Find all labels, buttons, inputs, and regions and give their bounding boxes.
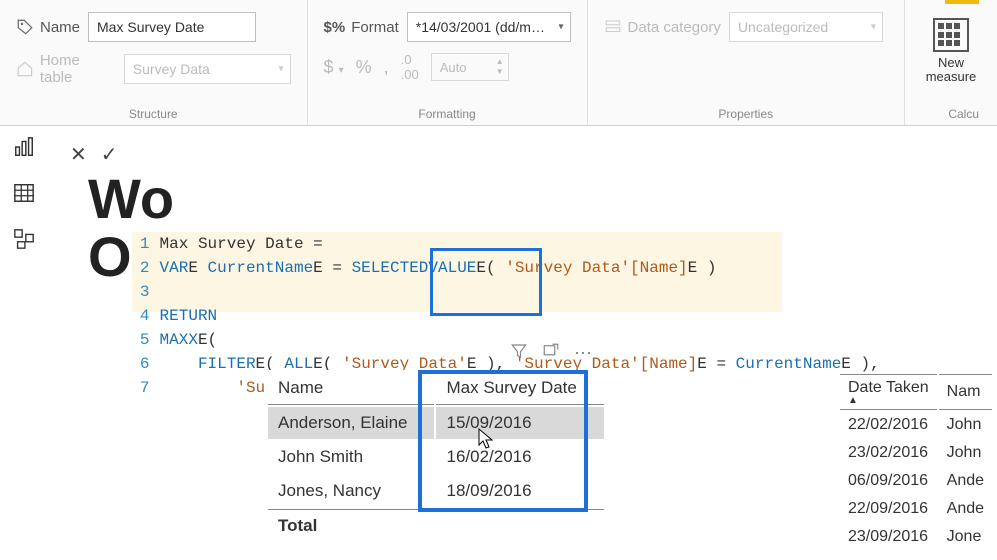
- decimal-button[interactable]: .0.00: [401, 52, 419, 82]
- home-table-label: Home table: [16, 52, 116, 86]
- table-row[interactable]: 23/09/2016Jone: [840, 524, 992, 550]
- home-table-label-text: Home table: [40, 52, 116, 86]
- ribbon-group-structure: Name Home table Survey Data ▾ Structure: [0, 0, 308, 125]
- more-options-icon[interactable]: ···: [574, 342, 592, 365]
- table-row[interactable]: 23/02/2016John: [840, 440, 992, 466]
- spinner-up-icon[interactable]: ▲: [496, 58, 504, 66]
- data-view-icon[interactable]: [13, 182, 35, 204]
- name-field-label: Name: [16, 18, 80, 36]
- table-cell: 22/02/2016: [840, 412, 937, 438]
- chevron-down-icon: ▾: [279, 64, 284, 75]
- group-title-formatting: Formatting: [324, 101, 571, 121]
- table-row[interactable]: 22/09/2016Ande: [840, 496, 992, 522]
- table-cell: Jone: [939, 524, 992, 550]
- table-cell: Ande: [939, 496, 992, 522]
- filter-icon[interactable]: [510, 342, 528, 365]
- group-title-calc: Calcu: [921, 101, 981, 121]
- cancel-formula-button[interactable]: ✕: [70, 142, 87, 167]
- format-label-text: Format: [351, 19, 399, 36]
- secondary-table[interactable]: Date Taken ▲ Nam 22/02/2016John23/02/201…: [838, 372, 994, 552]
- format-value: *14/03/2001 (dd/m…: [416, 19, 545, 35]
- model-view-icon[interactable]: [13, 228, 35, 250]
- table-row[interactable]: 22/02/2016John: [840, 412, 992, 438]
- ribbon: Name Home table Survey Data ▾ Structure: [0, 0, 997, 126]
- ribbon-group-properties: Data category Uncategorized ▾ Properties: [588, 0, 905, 125]
- new-measure-button[interactable]: New measure: [921, 12, 981, 84]
- auto-label: Auto: [440, 60, 467, 75]
- format-select[interactable]: *14/03/2001 (dd/m… ▾: [407, 12, 571, 42]
- group-title-structure: Structure: [16, 101, 291, 121]
- data-category-select: Uncategorized ▾: [729, 12, 883, 42]
- group-title-properties: Properties: [604, 101, 888, 121]
- data-category-label: Data category: [604, 18, 721, 36]
- category-icon: [604, 18, 622, 36]
- formula-line: 5MAXXE(: [132, 328, 880, 352]
- table-cell: John: [939, 440, 992, 466]
- col-header-name[interactable]: Name: [268, 372, 434, 405]
- table-cell: 23/02/2016: [840, 440, 937, 466]
- formula-line: 3: [132, 280, 880, 304]
- ribbon-active-indicator: [945, 0, 979, 4]
- ribbon-group-formatting: $% Format *14/03/2001 (dd/m… ▾ $ ▾ % , .…: [308, 0, 588, 125]
- table-cell: John Smith: [268, 441, 434, 473]
- visual-header-toolbar: ···: [510, 342, 592, 365]
- new-measure-text-2: measure: [926, 69, 977, 84]
- table-row[interactable]: John Smith16/02/2016: [268, 441, 604, 473]
- chevron-down-icon: ▾: [559, 22, 564, 33]
- table-cell: John: [939, 412, 992, 438]
- col-header-max-survey-date[interactable]: Max Survey Date: [436, 372, 604, 405]
- home-table-value: Survey Data: [133, 61, 210, 77]
- focus-mode-icon[interactable]: [542, 342, 560, 365]
- report-view-icon[interactable]: [13, 136, 35, 158]
- table-cell: Jones, Nancy: [268, 475, 434, 507]
- name-input[interactable]: [88, 12, 256, 42]
- table-row[interactable]: 06/09/2016Ande: [840, 468, 992, 494]
- decimal-places-spinner: Auto ▲ ▼: [431, 53, 509, 81]
- name-label-text: Name: [40, 19, 80, 36]
- format-field-label: $% Format: [324, 19, 399, 36]
- comma-button[interactable]: ,: [384, 57, 389, 78]
- data-category-label-text: Data category: [628, 19, 721, 36]
- new-measure-text-1: New: [938, 55, 964, 70]
- formula-line: 2VARE CurrentNameE = SELECTEDVALUEE( 'Su…: [132, 256, 880, 280]
- table-row[interactable]: Jones, Nancy18/09/2016: [268, 475, 604, 507]
- table-cell: 16/02/2016: [436, 441, 604, 473]
- data-category-value: Uncategorized: [738, 19, 828, 35]
- home-table-select: Survey Data ▾: [124, 54, 291, 84]
- ribbon-group-calculations: New measure Calcu: [905, 0, 997, 125]
- table-cell: 18/09/2016: [436, 475, 604, 507]
- table-cell: 22/09/2016: [840, 496, 937, 522]
- table-row[interactable]: Anderson, Elaine15/09/2016: [268, 407, 604, 439]
- table-cell: 23/09/2016: [840, 524, 937, 550]
- table-cell: 15/09/2016: [436, 407, 604, 439]
- table-cell: 06/09/2016: [840, 468, 937, 494]
- tag-icon: [16, 18, 34, 36]
- total-row-label: Total: [268, 509, 604, 542]
- home-icon: [16, 60, 34, 78]
- formula-editor[interactable]: 1Max Survey Date =2VARE CurrentNameE = S…: [132, 136, 880, 400]
- col-header-date-taken[interactable]: Date Taken ▲: [840, 374, 937, 410]
- percent-button[interactable]: %: [356, 57, 372, 78]
- commit-formula-button[interactable]: ✓: [101, 142, 118, 167]
- currency-button[interactable]: $ ▾: [324, 57, 344, 78]
- calculator-icon: [933, 18, 969, 52]
- col-header-name-2[interactable]: Nam: [939, 374, 992, 410]
- sort-asc-icon: ▲: [848, 397, 929, 405]
- results-table[interactable]: Name Max Survey Date Anderson, Elaine15/…: [266, 370, 606, 544]
- table-cell: Anderson, Elaine: [268, 407, 434, 439]
- spinner-down-icon[interactable]: ▼: [496, 68, 504, 76]
- format-icon: $%: [324, 19, 346, 36]
- formula-line: 4RETURN: [132, 304, 880, 328]
- formula-line: 1Max Survey Date =: [132, 232, 880, 256]
- table-cell: Ande: [939, 468, 992, 494]
- chevron-down-icon: ▾: [871, 22, 876, 33]
- view-rail: [0, 136, 48, 250]
